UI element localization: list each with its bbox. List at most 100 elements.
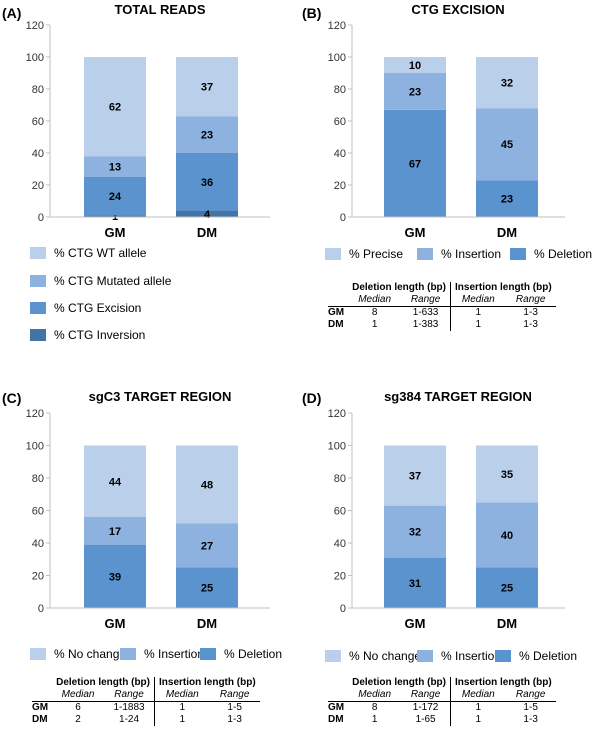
x-category-label: DM <box>197 225 217 240</box>
legend-label-wt: % CTG WT allele <box>54 246 147 260</box>
panel-label: (B) <box>302 5 321 21</box>
x-category-label: DM <box>497 616 517 631</box>
data-label: 37 <box>409 471 421 483</box>
panel-c-chart: (C) sgC3 TARGET REGION 0 20 40 60 80 100 120 39 17… <box>2 389 270 631</box>
y-tick-label: 120 <box>26 20 44 32</box>
table-sub-median: Median <box>358 689 392 700</box>
table-cell: 1-1883 <box>104 701 156 714</box>
y-tick-label: 80 <box>334 473 346 485</box>
y-tick-label: 120 <box>328 20 346 32</box>
panel-b-legend: % Precise % Insertion % Deletion <box>325 247 595 263</box>
bar-segment <box>384 109 446 217</box>
y-tick-label: 20 <box>334 180 346 192</box>
table-cell: 1 <box>154 701 210 714</box>
legend-swatch-deletion <box>495 650 511 662</box>
data-label: 13 <box>109 162 121 174</box>
legend-label-no-change: % No change <box>54 647 127 661</box>
table-cell: 1-5 <box>209 701 260 714</box>
panel-a-legend: % CTG WT allele % CTG Mutated allele % C… <box>30 246 280 346</box>
data-label: 25 <box>501 583 513 595</box>
y-tick-label: 40 <box>334 538 346 550</box>
bar-segment <box>384 73 446 110</box>
table-sub-median: Median <box>61 689 95 700</box>
y-tick-label: 0 <box>38 603 44 615</box>
legend-label-no-change: % No change <box>349 649 422 663</box>
legend-swatch-insertion <box>417 248 433 260</box>
data-label: 23 <box>409 86 421 98</box>
data-label: 23 <box>201 130 213 142</box>
bar-segment <box>476 57 538 109</box>
panel-d-chart: (D) sg384 TARGET REGION 0 20 40 60 80 100 120 31 3… <box>302 389 565 631</box>
table-sub-median: Median <box>358 294 392 305</box>
table-cell: 8 <box>348 701 402 714</box>
data-label: 67 <box>409 158 421 170</box>
legend-swatch-no-change <box>325 650 341 662</box>
table-cell: 1 <box>179 714 186 725</box>
y-tick-label: 100 <box>26 52 44 64</box>
legend-label-insertion: % Insertion <box>441 649 502 663</box>
x-category-label: GM <box>105 616 126 631</box>
data-label: 10 <box>409 60 421 72</box>
legend-label-excision: % CTG Excision <box>54 301 142 315</box>
legend-label-insertion: % Insertion <box>144 647 205 661</box>
panel-label: (C) <box>2 390 21 406</box>
chart-title: TOTAL READS <box>114 2 205 17</box>
table-header-deletion: Deletion length (bp) <box>348 677 452 689</box>
bar-segment <box>476 108 538 181</box>
panel-label: (A) <box>2 5 21 21</box>
table-cell: 1-3 <box>523 319 538 330</box>
table-cell: 1-633 <box>401 306 452 319</box>
y-tick-label: 100 <box>328 441 346 453</box>
bar-segment <box>476 502 538 568</box>
data-label: 27 <box>201 540 213 552</box>
x-category-label: GM <box>405 616 426 631</box>
legend-label-mutated: % CTG Mutated allele <box>54 274 172 288</box>
y-tick-label: 20 <box>32 571 44 583</box>
data-label: 17 <box>109 526 121 538</box>
table-row-label: GM <box>328 701 349 714</box>
table-row: GM 8 1-633 1 1-3 <box>328 306 556 319</box>
data-label: 25 <box>201 583 213 595</box>
y-tick-label: 20 <box>334 571 346 583</box>
table-header-insertion: Insertion length (bp) <box>455 677 552 688</box>
legend-item-precise: % Precise <box>325 247 403 261</box>
legend-swatch-no-change <box>30 648 46 660</box>
y-tick-label: 80 <box>334 84 346 96</box>
legend-label-deletion: % Deletion <box>519 649 578 663</box>
data-label: 40 <box>501 530 513 542</box>
data-label: 32 <box>501 78 513 90</box>
chart-title: sg384 TARGET REGION <box>384 389 532 404</box>
legend-item-deletion: % Deletion <box>510 247 592 261</box>
legend-item-insertion: % Insertion <box>417 649 501 663</box>
table-header-insertion: Insertion length (bp) <box>455 282 552 293</box>
bar-segment <box>384 57 446 73</box>
table-cell: 1 <box>371 319 378 330</box>
data-label: 4 <box>204 209 211 221</box>
legend-swatch-inversion <box>30 329 46 341</box>
x-category-label: DM <box>197 616 217 631</box>
y-tick-label: 40 <box>334 148 346 160</box>
data-label: 48 <box>201 480 213 492</box>
table-sub-range: Range <box>515 689 546 700</box>
legend-item-excision: % CTG Excision <box>30 301 141 315</box>
data-label: 32 <box>409 527 421 539</box>
table-sub-range: Range <box>219 689 250 700</box>
y-tick-label: 40 <box>32 538 44 550</box>
table-sub-range: Range <box>104 689 156 702</box>
table-cell: 8 <box>348 306 402 319</box>
table-cell: 1 <box>450 701 506 714</box>
table-sub-range: Range <box>515 294 546 305</box>
y-tick-label: 60 <box>32 506 44 518</box>
legend-swatch-excision <box>30 302 46 314</box>
table-cell: 1-3 <box>505 306 556 319</box>
y-tick-label: 0 <box>340 212 346 224</box>
bar-segment <box>176 523 238 568</box>
bar-segment <box>476 445 538 503</box>
bar-segment <box>176 567 238 608</box>
legend-item-deletion: % Deletion <box>495 649 577 663</box>
legend-item-insertion: % Insertion <box>417 247 501 261</box>
bar-segment <box>84 215 146 217</box>
y-tick-label: 100 <box>328 52 346 64</box>
bar-segment <box>384 445 446 506</box>
legend-label-deletion: % Deletion <box>224 647 283 661</box>
